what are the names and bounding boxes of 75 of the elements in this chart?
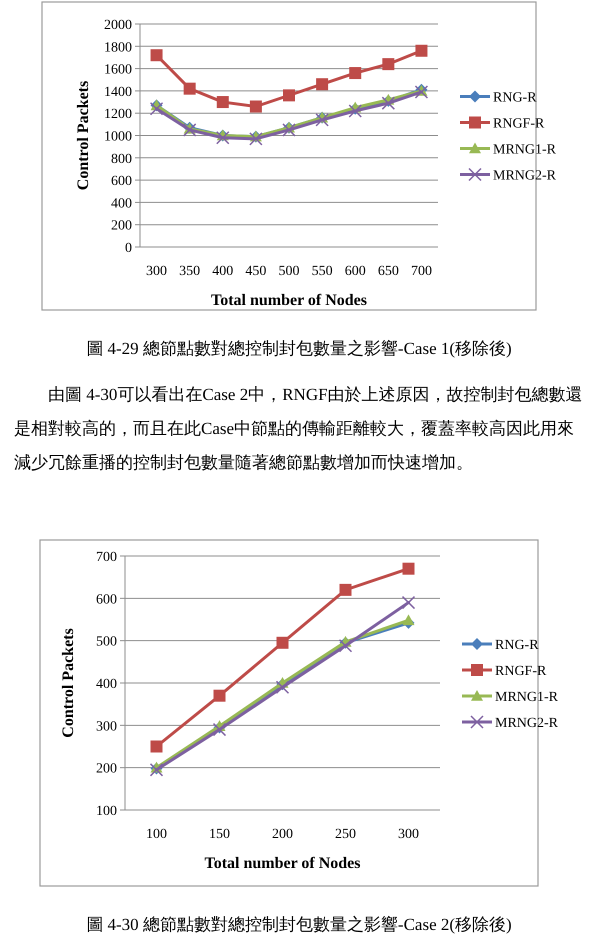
y-axis-title: Control Packets [75,80,92,190]
point [249,132,263,146]
point [216,130,230,144]
text: 由圖 4-30可以看出在Case 2中，RNGF由於上述原因，故控制封包總數還是相對較高的，而且在此Case中節點的傳輸距離較大，覆蓋率較高因此用來減少冗餘重播的控制封包數量隨著總節點數增加而快速增加。 [14,384,584,474]
y-tick-label: 600 [111,174,132,190]
point [283,89,295,102]
x-tick-label: 600 [344,264,366,279]
x-tick-label: 400 [212,264,234,279]
y-tick-label: 1800 [104,40,132,56]
point [276,636,288,649]
x-tick-label: 350 [179,264,200,279]
point [415,44,428,57]
point [182,123,196,137]
point [282,123,296,137]
point [338,638,352,652]
x-axis-title: Total number of Nodes [204,855,361,872]
y-tick-label: 0 [125,241,132,256]
x-tick-label: 250 [335,827,356,842]
point [250,100,262,113]
x-tick-label: 700 [410,264,432,279]
point [214,690,226,702]
point [382,58,394,70]
y-tick-label: 800 [111,152,132,167]
y-tick-label: 2000 [104,18,132,33]
point [316,78,328,90]
y-tick-label: 700 [96,550,117,565]
point [216,96,229,108]
x-tick-label: 450 [245,264,266,279]
y-tick-label: 600 [96,592,117,608]
x-tick-label: 300 [398,827,419,842]
point [349,67,362,80]
y-tick-label: 300 [96,719,117,734]
x-tick-label: 550 [312,264,333,279]
point [212,722,226,736]
y-tick-label: 500 [96,634,117,650]
x-tick-label: 300 [146,264,168,279]
point [348,104,362,118]
x-tick-label: 100 [146,827,167,842]
legend-label: RNGF-R [493,116,546,132]
point [402,596,416,610]
legend-label: RNGF-R [495,664,548,679]
point [276,680,290,694]
legend-label: MRNG2-R [493,168,557,184]
legend-label: MRNG1-R [493,142,557,158]
y-tick-label: 1400 [104,84,132,100]
y-tick-label: 100 [96,804,117,819]
point [402,614,414,626]
y-tick-label: 200 [96,762,117,777]
x-tick-label: 500 [278,264,300,279]
x-axis-title: Total number of Nodes [210,292,368,309]
y-tick-label: 400 [96,677,117,692]
y-tick-label: 400 [111,196,132,212]
y-tick-label: 1200 [104,107,132,122]
point [150,102,164,116]
point [414,85,428,99]
point [402,562,414,575]
caption: 圖 4-29 總節點數對總控制封包數量之影響-Case 1(移除後) [85,338,513,360]
legend-label: MRNG1-R [495,690,559,705]
y-tick-label: 1000 [104,130,132,144]
x-tick-label: 650 [378,264,399,279]
x-tick-label: 150 [209,827,230,842]
point [382,96,396,110]
y-tick-label: 200 [111,218,132,234]
x-tick-label: 200 [272,827,293,842]
point [150,49,163,62]
point [315,113,329,127]
legend-label: MRNG2-R [495,716,559,731]
y-axis-title: Control Packets [60,628,77,738]
caption: 圖 4-30 總節點數對總控制封包數量之影響-Case 2(移除後) [85,914,513,936]
point [150,740,162,752]
y-tick-label: 1600 [104,62,132,78]
legend-label: RNG-R [493,90,538,106]
point [340,584,352,596]
legend-label: RNG-R [495,638,540,653]
point [184,82,196,95]
